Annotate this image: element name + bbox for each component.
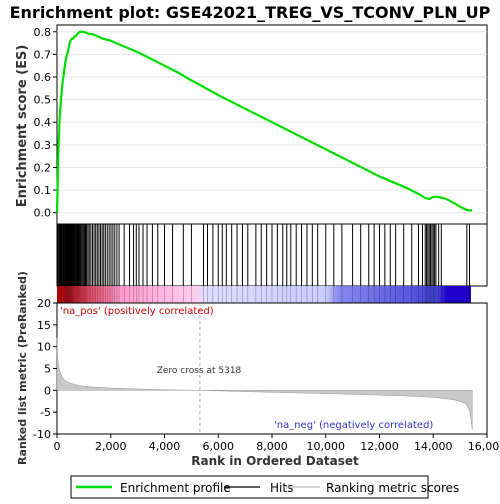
x-tick-label: 2,000 — [95, 440, 127, 453]
es-y-axis-label: Enrichment score (ES) — [15, 45, 30, 208]
es-y-tick-label: 0.1 — [34, 184, 52, 197]
es-y-tick-label: 0.0 — [34, 207, 52, 220]
legend-label: Enrichment profile — [120, 481, 231, 495]
metric-y-tick-label: 10 — [37, 341, 51, 354]
legend-label: Ranking metric scores — [326, 481, 459, 495]
x-tick-label: 14,000 — [414, 440, 453, 453]
metric-y-tick-label: 5 — [44, 363, 51, 376]
metric-y-tick-label: 15 — [37, 319, 51, 332]
metric-y-tick-label: 20 — [37, 297, 51, 310]
es-y-tick-label: 0.8 — [34, 26, 52, 39]
metric-y-tick-label: -5 — [40, 406, 51, 419]
na-neg-label: 'na_neg' (negatively correlated) — [274, 420, 433, 431]
x-tick-label: 12,000 — [360, 440, 399, 453]
x-tick-label: 10,000 — [307, 440, 346, 453]
es-y-tick-label: 0.7 — [34, 48, 52, 61]
es-y-tick-label: 0.5 — [34, 94, 52, 107]
es-y-tick-label: 0.2 — [34, 161, 52, 174]
x-tick-label: 4,000 — [149, 440, 181, 453]
metric-y-axis-label: Ranked list metric (PreRanked) — [16, 271, 29, 465]
chart-title: Enrichment plot: GSE42021_TREG_VS_TCONV_… — [10, 3, 491, 22]
es-y-tick-label: 0.6 — [34, 71, 52, 84]
metric-y-tick-label: 0 — [44, 384, 51, 397]
x-tick-label: 0 — [54, 440, 61, 453]
es-y-tick-label: 0.4 — [34, 116, 52, 129]
x-tick-label: 8,000 — [256, 440, 288, 453]
zero-cross-label: Zero cross at 5318 — [157, 366, 242, 376]
na-pos-label: 'na_pos' (positively correlated) — [60, 306, 214, 317]
x-tick-label: 16,000 — [468, 440, 500, 453]
x-axis-label: Rank in Ordered Dataset — [191, 454, 359, 468]
x-tick-label: 6,000 — [203, 440, 235, 453]
legend-label: Hits — [270, 481, 293, 495]
metric-y-tick-label: -10 — [33, 428, 51, 441]
es-y-tick-label: 0.3 — [34, 139, 52, 152]
